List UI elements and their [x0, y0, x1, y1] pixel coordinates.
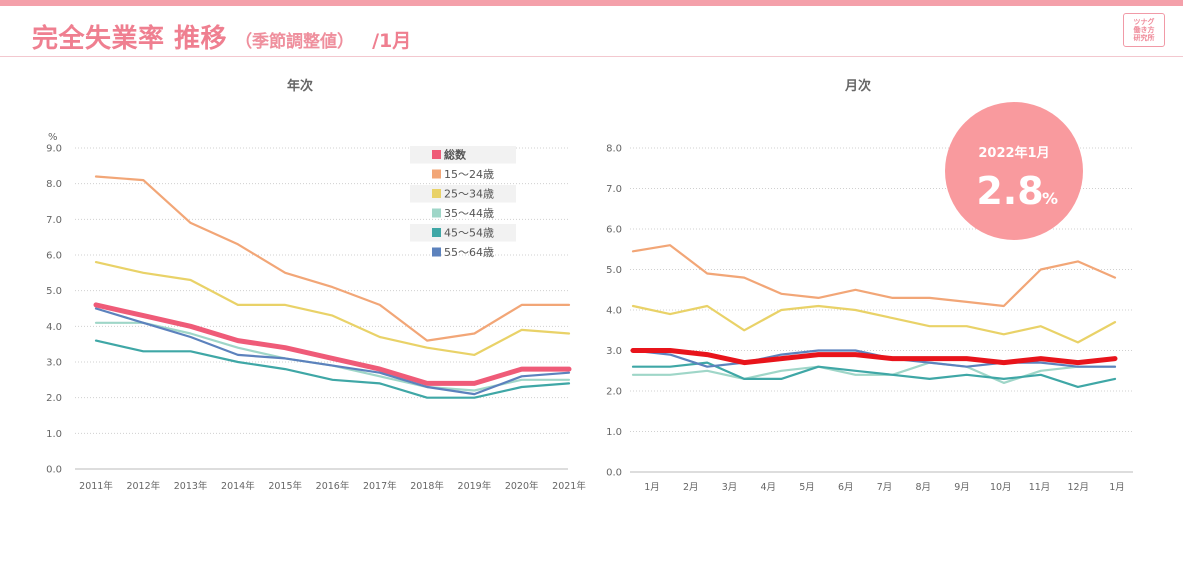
- y-tick-label: 5.0: [46, 286, 62, 297]
- legend-label-age15_24: 15〜24歳: [444, 168, 494, 181]
- title-divider: [0, 56, 1183, 57]
- x-tick-label: 9月: [954, 482, 970, 493]
- x-tick-label: 1月: [644, 482, 660, 493]
- legend-label-age35_44: 35〜44歳: [444, 207, 494, 220]
- legend-swatch-age55_64: [432, 247, 441, 257]
- brand-logo: ツナグ 働き方 研究所: [1123, 13, 1165, 47]
- x-tick-label: 2012年: [126, 480, 160, 492]
- y-tick-label: 4.0: [606, 306, 622, 317]
- x-tick-label: 2015年: [268, 480, 302, 492]
- x-tick-label: 2020年: [505, 480, 539, 492]
- x-tick-label: 5月: [799, 482, 815, 493]
- x-tick-label: 1月: [1109, 482, 1125, 493]
- series-line-age25_34: [94, 261, 571, 356]
- x-tick-label: 6月: [838, 482, 854, 493]
- x-tick-label: 4月: [760, 482, 776, 493]
- x-tick-label: 2013年: [174, 480, 208, 492]
- x-tick-label: 2017年: [363, 480, 397, 492]
- x-tick-label: 2018年: [410, 480, 444, 492]
- x-tick-label: 2月: [683, 482, 699, 493]
- badge-unit: %: [1042, 189, 1058, 208]
- y-tick-label: 2.0: [606, 387, 622, 398]
- y-tick-label: 0.0: [606, 468, 622, 479]
- title-month: /1月: [372, 30, 412, 52]
- y-tick-label: 7.0: [606, 184, 622, 195]
- series-line-monthly_total: [630, 348, 1118, 366]
- y-tick-label: 4.0: [46, 322, 62, 333]
- logo-line: 働き方: [1133, 26, 1155, 34]
- x-tick-label: 2021年: [552, 480, 586, 492]
- x-tick-label: 7月: [877, 482, 893, 493]
- legend-swatch-total: [432, 150, 441, 159]
- top-accent-bar: [0, 0, 1183, 6]
- logo-line: ツナグ: [1133, 18, 1155, 26]
- y-tick-label: 6.0: [46, 251, 62, 262]
- y-tick-label: 0.0: [46, 465, 62, 476]
- y-tick-label: 3.0: [46, 358, 62, 369]
- logo-line: 研究所: [1133, 34, 1155, 42]
- y-tick-label: 1.0: [606, 427, 622, 438]
- series-line-age25_34: [631, 304, 1117, 344]
- x-tick-label: 8月: [915, 482, 931, 493]
- y-tick-label: 7.0: [46, 215, 62, 226]
- legend-label-age55_64: 55〜64歳: [444, 246, 494, 259]
- y-tick-label: 1.0: [46, 429, 62, 440]
- legend-swatch-age35_44: [432, 208, 441, 218]
- chart-title: 年次: [287, 78, 313, 94]
- y-tick-label: 5.0: [606, 265, 622, 276]
- x-tick-label: 12月: [1067, 482, 1089, 493]
- series-line-age55_64: [94, 307, 571, 396]
- y-tick-label: 8.0: [606, 144, 622, 155]
- x-tick-label: 2011年: [79, 480, 113, 492]
- y-axis-unit-label: %: [48, 132, 58, 143]
- series-line-age35_44: [631, 361, 1117, 384]
- x-tick-label: 2016年: [316, 480, 350, 492]
- chart-title: 月次: [844, 78, 871, 94]
- highlight-badge: [945, 102, 1083, 240]
- y-tick-label: 9.0: [46, 144, 62, 155]
- x-tick-label: 3月: [722, 482, 738, 493]
- y-tick-label: 8.0: [46, 179, 62, 190]
- title-subtitle: （季節調整値）: [235, 32, 355, 52]
- legend-label-age25_34: 25〜34歳: [444, 188, 494, 201]
- legend-swatch-age15_24: [432, 169, 441, 179]
- badge-label: 2022年1月: [978, 145, 1049, 161]
- series-line-total: [93, 302, 572, 386]
- x-tick-label: 2019年: [458, 480, 492, 492]
- page-title: 完全失業率 推移 （季節調整値） /1月: [32, 18, 411, 54]
- y-tick-label: 6.0: [606, 225, 622, 236]
- title-main: 完全失業率 推移: [32, 24, 228, 54]
- legend-label-age45_54: 45〜54歳: [444, 227, 494, 240]
- series-line-age15_24: [94, 175, 571, 342]
- legend-swatch-age45_54: [432, 228, 441, 237]
- series-line-age45_54: [94, 339, 571, 399]
- x-tick-label: 2014年: [221, 480, 255, 492]
- series-line-age15_24: [631, 244, 1117, 308]
- y-tick-label: 3.0: [606, 346, 622, 357]
- legend-label-total: 総数: [444, 148, 467, 162]
- legend-swatch-age25_34: [432, 189, 441, 198]
- x-tick-label: 11月: [1029, 482, 1051, 493]
- x-tick-label: 10月: [990, 482, 1012, 493]
- badge-value: 2.8: [976, 169, 1043, 213]
- y-tick-label: 2.0: [46, 393, 62, 404]
